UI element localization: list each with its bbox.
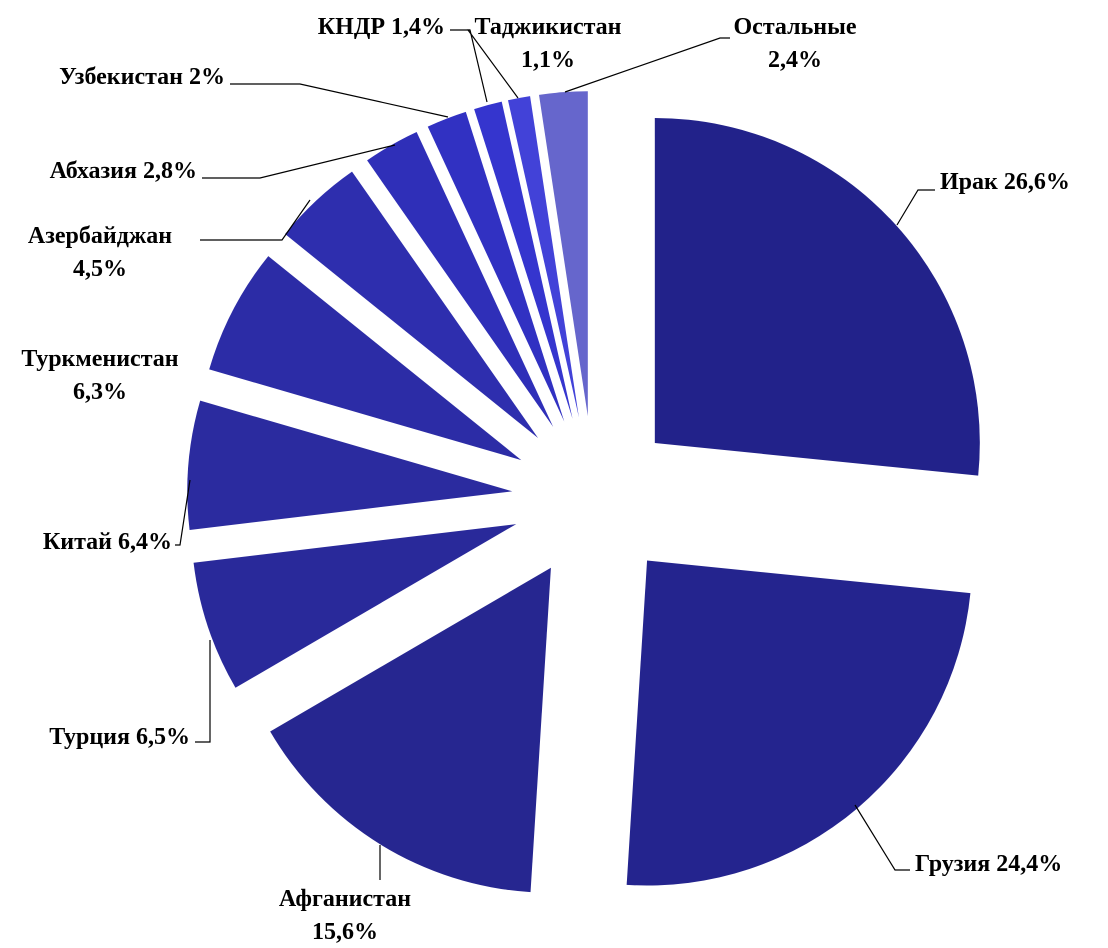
pie-slice (474, 101, 573, 419)
slice-label-name: Афганистан (279, 886, 411, 912)
pie-slice (187, 400, 513, 531)
pie-slice (209, 256, 522, 461)
slice-label: Ирак 26,6% (940, 169, 1070, 195)
slice-label-name: КНДР (318, 14, 385, 40)
slice-label-name: Китай (43, 529, 112, 555)
leader-line (854, 804, 910, 871)
slice-label-value: 2% (189, 64, 225, 90)
slice-label-name: Абхазия (50, 158, 137, 184)
leader-line (175, 479, 191, 546)
leader-line (564, 37, 730, 93)
slice-label: КНДР 1,4% (318, 14, 445, 40)
leader-line (450, 29, 488, 103)
slice-label: Таджикистан 1,1% (475, 14, 622, 73)
pie-slice (654, 118, 980, 476)
pie-slice (270, 567, 551, 893)
slice-label-value: 1,1% (521, 47, 575, 73)
slice-label: Турция 6,5% (49, 724, 190, 750)
slice-label: Грузия 24,4% (915, 851, 1062, 877)
slice-label-value: 6,4% (118, 529, 172, 555)
slice-label: Остальные 2,4% (734, 14, 857, 73)
slice-label-name: Грузия (915, 851, 990, 877)
slice-label-value: 24,4% (996, 851, 1062, 877)
slice-label-value: 26,6% (1004, 169, 1070, 195)
pie-slice (367, 131, 554, 427)
slice-label-value: 1,4% (391, 14, 445, 40)
slice-label-value: 6,3% (73, 379, 127, 405)
leader-line (466, 29, 519, 99)
pie-slice (538, 91, 588, 417)
leader-line (195, 640, 211, 743)
leader-line (202, 144, 396, 179)
pie-slice (193, 524, 517, 688)
pie-slice (285, 171, 539, 439)
slice-label-name: Узбекистан (59, 64, 183, 90)
slice-label-value: 4,5% (73, 256, 127, 282)
slice-label-value: 2,8% (143, 158, 197, 184)
pie-slice (427, 111, 565, 422)
slice-label-value: 2,4% (768, 47, 822, 73)
slice-label: Азербайджан 4,5% (28, 223, 172, 282)
slice-label-name: Туркменистан (21, 346, 178, 372)
slice-label-name: Таджикистан (475, 14, 622, 40)
slice-label-name: Остальные (734, 14, 857, 40)
slice-label: Афганистан 15,6% (279, 886, 411, 945)
pie-slice (626, 560, 971, 886)
slice-label: Туркменистан 6,3% (21, 346, 178, 405)
leader-line (896, 189, 935, 226)
slice-label-name: Ирак (940, 169, 998, 195)
leader-line (230, 83, 449, 118)
leader-line (200, 199, 311, 241)
slice-label: Узбекистан 2% (59, 64, 225, 90)
slice-label-name: Азербайджан (28, 223, 172, 249)
slice-label-value: 15,6% (312, 919, 378, 945)
pie-slice (507, 96, 579, 418)
slice-label: Китай 6,4% (43, 529, 172, 555)
slice-label: Абхазия 2,8% (50, 158, 197, 184)
slice-label-value: 6,5% (136, 724, 190, 750)
slice-label-name: Турция (49, 724, 130, 750)
